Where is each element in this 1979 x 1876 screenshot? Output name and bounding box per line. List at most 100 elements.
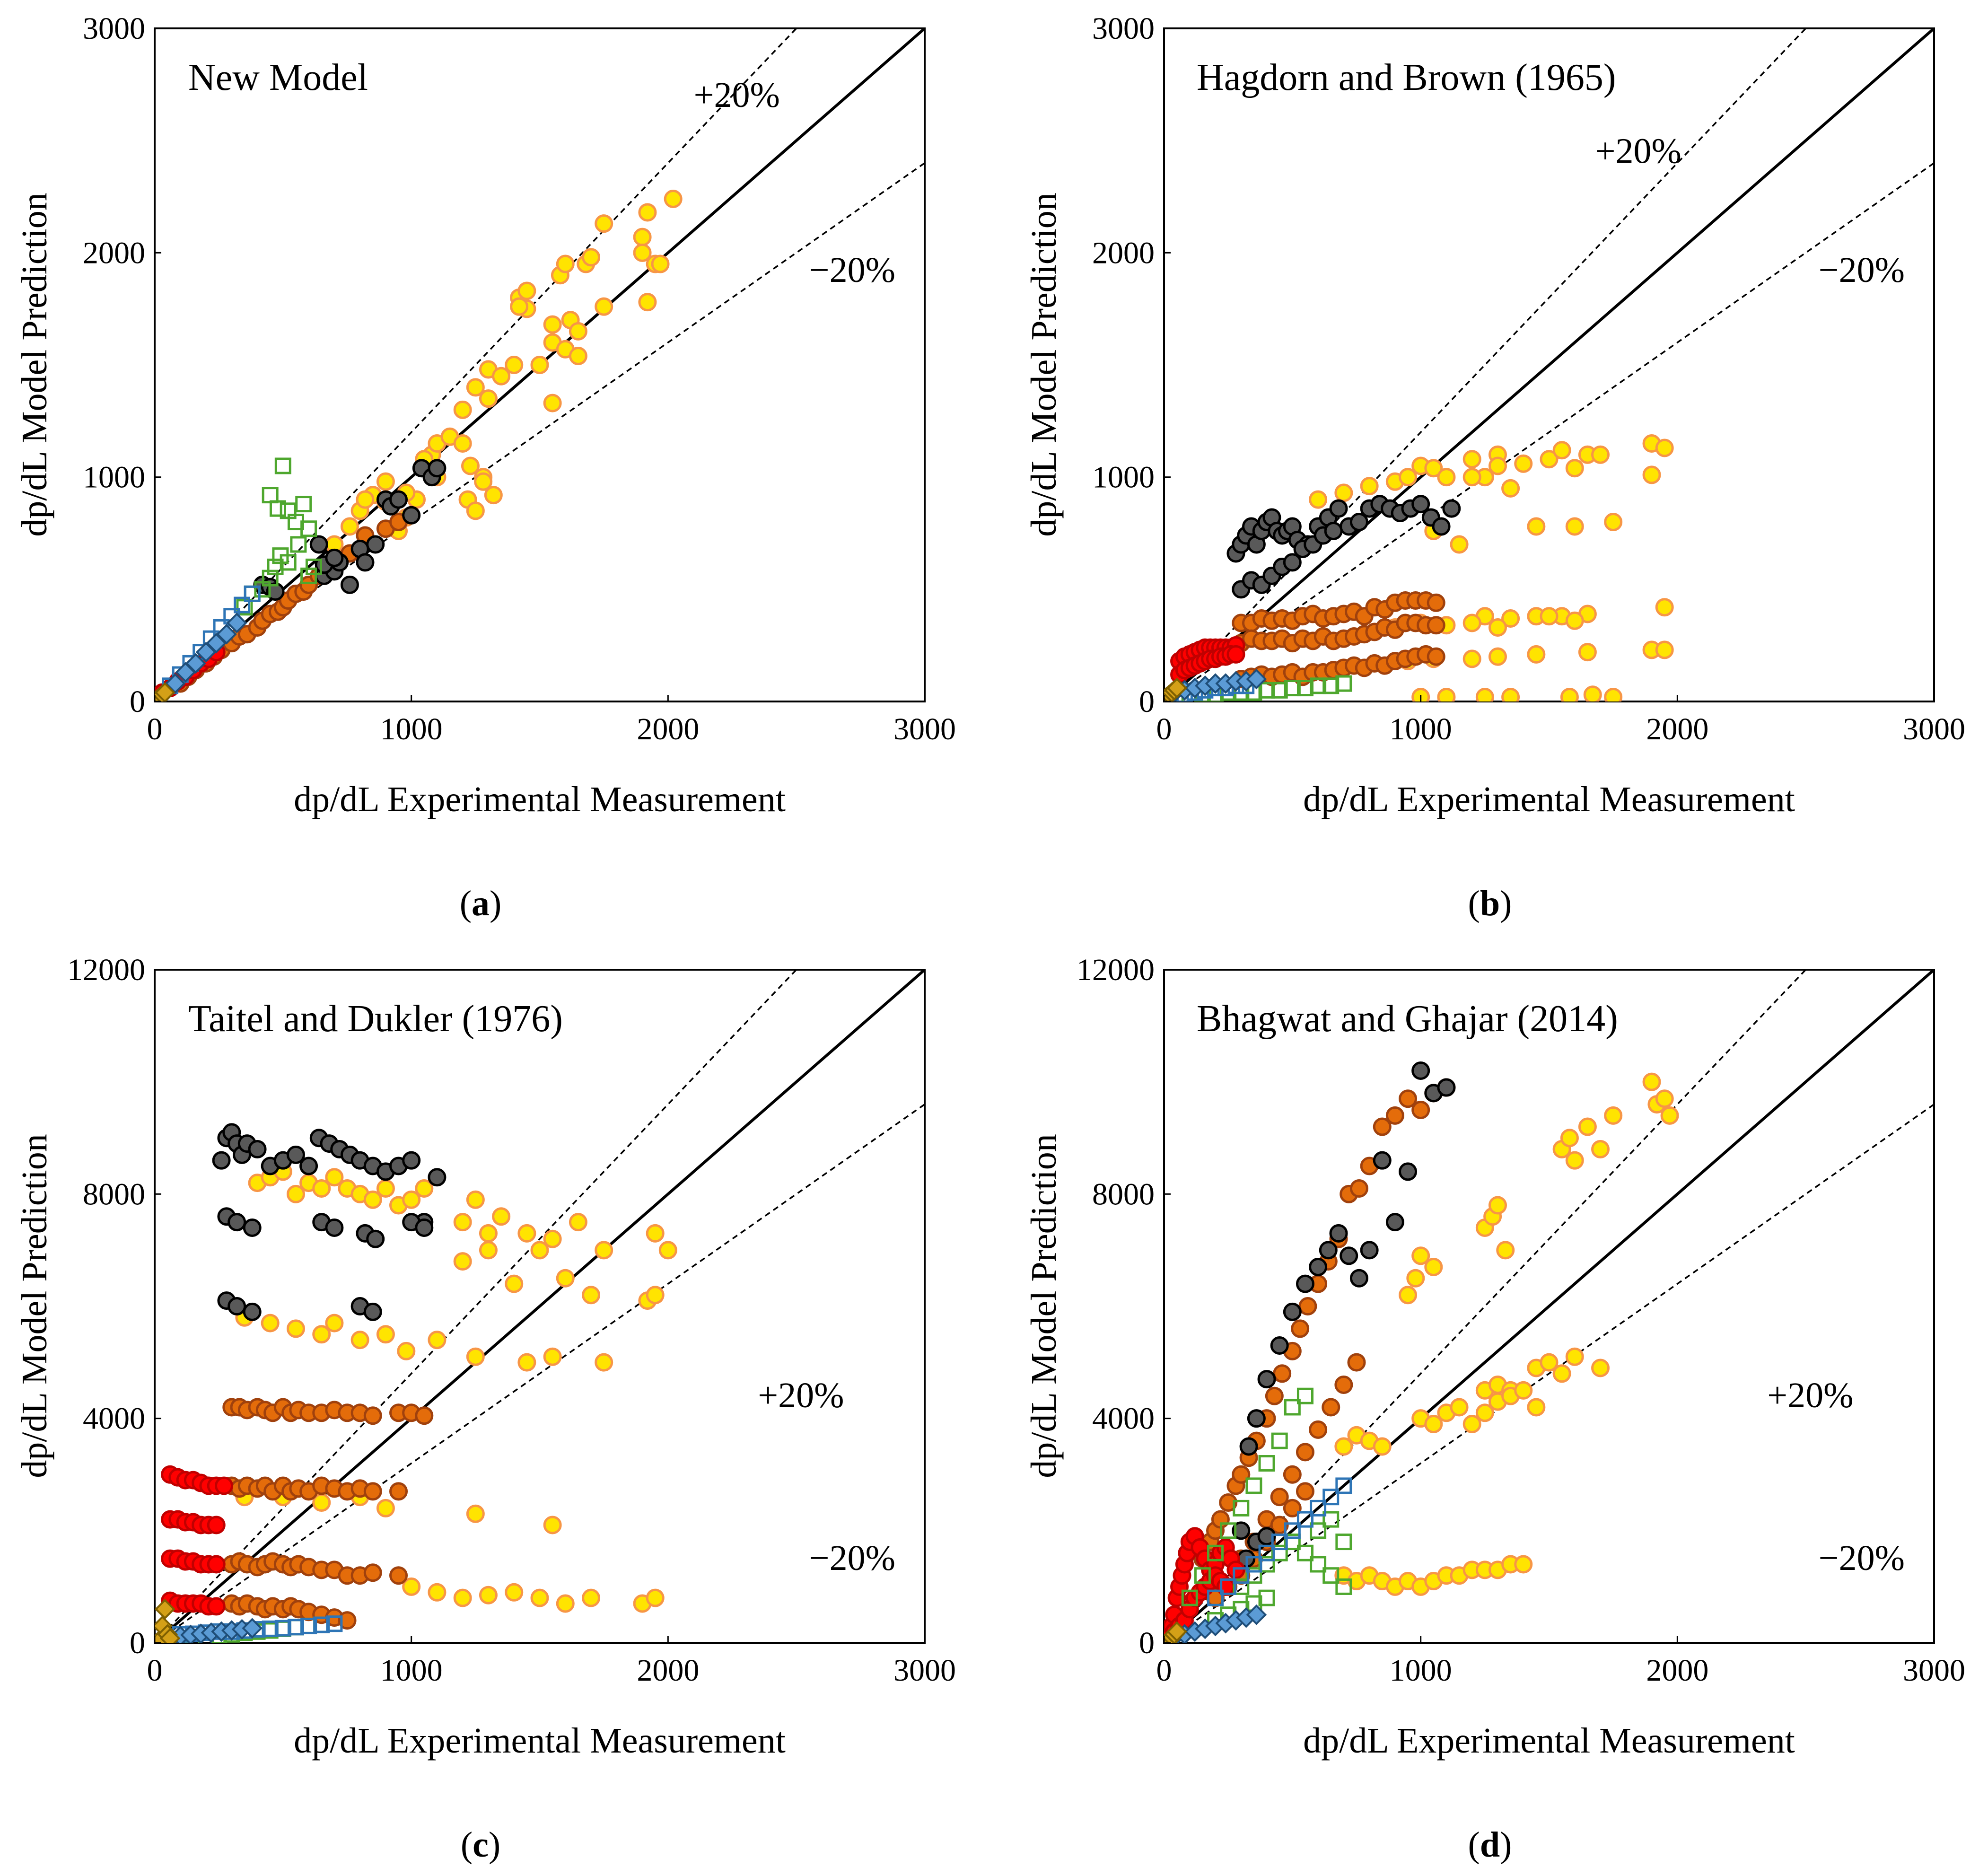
brown-filled-circles-point-d: [1291, 1319, 1310, 1338]
green-open-squares-point-d: [1335, 1534, 1352, 1551]
orange-filled-circles-point-a: [633, 228, 652, 246]
brown-filled-circles-point-c: [363, 1563, 382, 1582]
x-axis-label-a: dp/dL Experimental Measurement: [294, 780, 786, 819]
orange-filled-circles-point-c: [479, 1241, 498, 1260]
orange-filled-circles-point-c: [505, 1583, 524, 1602]
data-points-a: [155, 189, 683, 701]
ref-lines-b: [1164, 28, 1934, 701]
green-open-squares-point-d: [1310, 1556, 1327, 1573]
orange-filled-circles-point-c: [261, 1314, 280, 1332]
y-tick-label-a: 0: [130, 684, 145, 719]
blue-open-squares-point-c: [313, 1616, 330, 1633]
panel-a: 0 1000 2000 3000 0 1000 2000 3000 New Model +2…: [15, 11, 956, 923]
orange-filled-circles-point-c: [582, 1588, 601, 1607]
orange-filled-circles-point-d: [1591, 1140, 1610, 1158]
orange-filled-circles-point-b: [1501, 479, 1520, 498]
black-filled-circles-point-c: [299, 1157, 318, 1175]
blue-open-squares-point-d: [1335, 1477, 1352, 1494]
exact-line-c: [155, 970, 925, 1643]
orange-filled-circles-point-a: [582, 248, 601, 267]
orange-filled-circles-point-c: [543, 1229, 562, 1248]
black-filled-circles-point-d: [1411, 1061, 1430, 1080]
exact-line-b: [1164, 28, 1934, 701]
orange-filled-circles-point-c: [646, 1588, 665, 1607]
green-open-squares-point-d: [1207, 1544, 1224, 1561]
orange-filled-circles-point-d: [1604, 1106, 1623, 1125]
orange-filled-circles-point-d: [1655, 1089, 1674, 1108]
caption-letter-d: d: [1480, 1825, 1500, 1865]
green-open-squares-point-a: [280, 554, 297, 571]
black-filled-circles-point-b: [1349, 513, 1368, 532]
panel-c: 0 1000 2000 3000 0 4000 8000 12000 Taitel and …: [15, 953, 956, 1865]
brown-filled-circles-point-d: [1296, 1482, 1314, 1501]
black-filled-circles-point-d: [1247, 1409, 1266, 1428]
brown-filled-circles-point-c: [338, 1611, 357, 1630]
orange-filled-circles-point-c: [466, 1190, 485, 1209]
black-filled-circles-point-a: [428, 459, 447, 478]
black-filled-circles-point-d: [1385, 1213, 1404, 1232]
blue-open-squares-point-d: [1258, 1544, 1275, 1561]
orange-filled-circles-point-c: [376, 1179, 395, 1198]
minus-20-line-b: [1164, 162, 1934, 701]
minus-20-label-c: −20%: [809, 1538, 895, 1578]
orange-filled-circles-point-c: [397, 1341, 416, 1360]
black-filled-circles-point-b: [1432, 517, 1451, 536]
black-filled-circles-point-d: [1309, 1257, 1328, 1276]
brown-filled-circles-point-d: [1219, 1493, 1238, 1512]
orange-filled-circles-point-c: [286, 1319, 305, 1338]
orange-filled-circles-point-c: [595, 1353, 613, 1372]
orange-filled-circles-point-c: [402, 1190, 421, 1209]
orange-filled-circles-point-b: [1462, 649, 1481, 668]
orange-filled-circles-point-b: [1642, 465, 1661, 484]
orange-filled-circles-point-d: [1334, 1437, 1353, 1456]
panel-title-d: Bhagwat and Ghajar (2014): [1197, 998, 1618, 1040]
caption-b: (b): [1468, 884, 1512, 923]
panel-title-a: New Model: [188, 57, 368, 98]
y-ticks-a: 0 1000 2000 3000: [83, 11, 161, 719]
panel-b: 0 1000 2000 3000 0 1000 2000 3000 Hagdorn and …: [1024, 11, 1965, 923]
orange-filled-circles-point-d: [1578, 1117, 1597, 1136]
orange-filled-circles-point-d: [1424, 1415, 1443, 1434]
green-open-squares-point-a: [262, 570, 279, 587]
orange-filled-circles-point-c: [453, 1252, 472, 1271]
green-open-squares-point-d: [1194, 1567, 1211, 1584]
blue-open-squares-point-d: [1207, 1589, 1224, 1606]
black-filled-circles-point-c: [415, 1218, 434, 1237]
black-filled-circles-point-d: [1437, 1078, 1456, 1097]
x-tick-label-c: 2000: [637, 1653, 699, 1688]
minus-20-line-d: [1164, 1104, 1934, 1643]
orange-filled-circles-point-d: [1462, 1415, 1481, 1434]
black-filled-circles-point-b: [1329, 499, 1348, 518]
orange-filled-circles-point-a: [356, 490, 375, 509]
black-filled-circles-point-d: [1257, 1527, 1276, 1546]
blue-open-squares-point-d: [1322, 1489, 1340, 1506]
x-tick-label-b: 0: [1156, 712, 1172, 746]
plus-20-line-c: [155, 970, 797, 1643]
orange-filled-circles-point-a: [569, 322, 587, 341]
brown-filled-circles-point-d: [1273, 1364, 1292, 1383]
orange-filled-circles-point-b: [1604, 513, 1623, 532]
green-open-squares-point-a: [267, 558, 284, 575]
brown-filled-circles-point-d: [1270, 1516, 1289, 1534]
orange-filled-circles-point-b: [1540, 607, 1559, 626]
green-open-squares-point-d: [1245, 1477, 1262, 1494]
orange-filled-circles-point-b: [1583, 685, 1602, 701]
x-axis-label-b: dp/dL Experimental Measurement: [1303, 780, 1795, 819]
brown-filled-circles-point-b: [1427, 647, 1445, 666]
brown-filled-circles-point-d: [1283, 1465, 1302, 1484]
green-open-squares-point-b: [1284, 680, 1301, 697]
x-ticks-c: 0 1000 2000 3000: [147, 1636, 956, 1688]
orange-filled-circles-point-a: [638, 203, 657, 222]
orange-filled-circles-point-d: [1560, 1129, 1579, 1148]
orange-filled-circles-point-b: [1437, 688, 1456, 701]
x-ticks-d: 0 1000 2000 3000: [1156, 1636, 1965, 1688]
green-open-squares-point-a: [269, 500, 286, 517]
blue-diamonds-point-a: [216, 623, 237, 645]
blue-diamonds-point-b: [1246, 668, 1267, 690]
orange-filled-circles-point-c: [543, 1347, 562, 1366]
gold-diamonds-point-c: [159, 1628, 181, 1643]
orange-filled-circles-point-a: [595, 297, 613, 316]
x-tick-label-a: 0: [147, 712, 163, 746]
blue-open-squares-point-d: [1245, 1556, 1262, 1573]
orange-filled-circles-point-d: [1565, 1347, 1584, 1366]
